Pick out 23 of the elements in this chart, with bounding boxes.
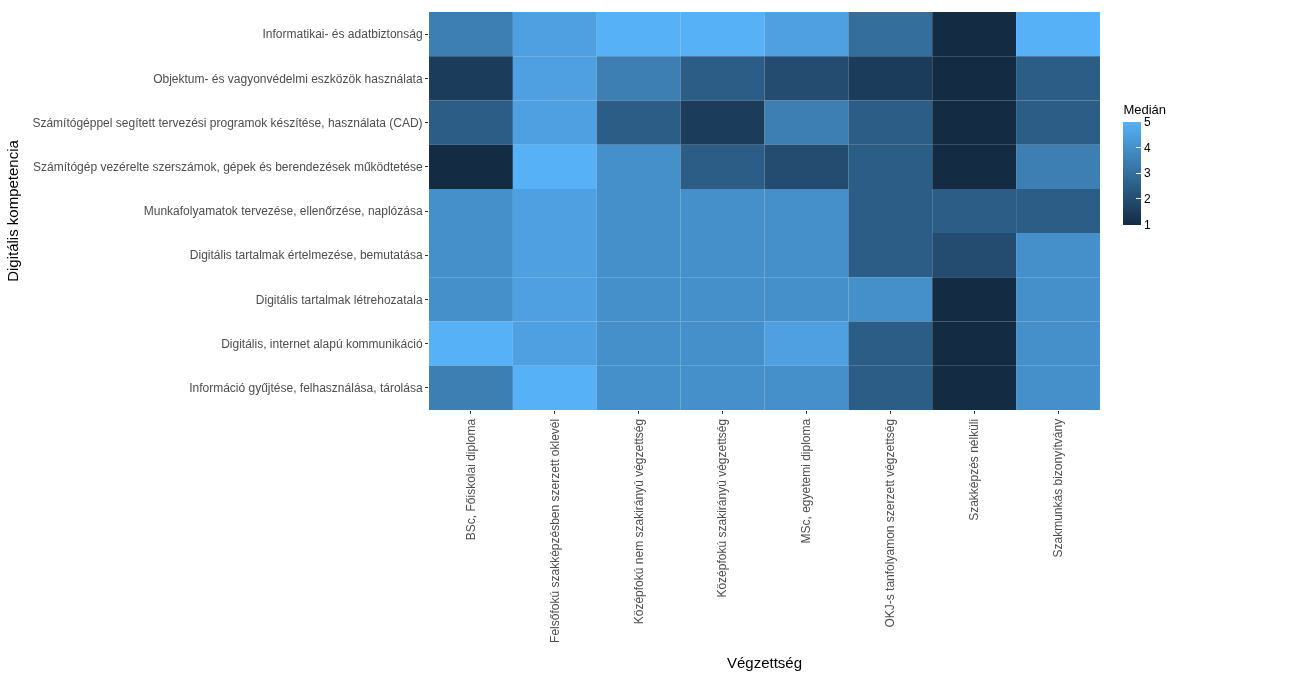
y-tick-label: Munkafolyamatok tervezése, ellenőrzése, naplózása [143,204,423,219]
x-tick-label: Középfokú szakirányú végzettség [715,418,730,598]
color-bar-label: 4 [1143,140,1151,155]
y-tick-label: Számítógéppel segített tervezési programok készítése, használata (CAD) [32,115,423,130]
y-tick-label: Objektum- és vagyonvédelmi eszközök használata [153,71,423,86]
y-tick-label: Informatikai- és adatbiztonság [262,27,423,42]
y-tick-label: Digitális tartalmak értelmezése, bemutatása [189,248,423,263]
x-tick-label: Szakmunkás bizonyítvány [1050,418,1065,558]
y-tick-label: Digitális, internet alapú kommunikáció [221,336,423,351]
y-tick-label: Információ gyűjtése, felhasználása, tárolása [189,381,423,396]
color-bar-label: 3 [1143,166,1151,181]
y-axis-title: Digitális kompetencia [3,139,21,282]
y-tick-label: Számítógép vezérelte szerszámok, gépek és berendezések működtetése [33,159,423,174]
color-bar-label: 2 [1143,192,1151,207]
x-tick-label: OKJ-s tanfolyamon szerzett végzettség [883,418,898,628]
x-tick-label: Szakképzés nélküli [967,418,982,521]
x-tick-label: Középfokú nem szakirányú végzettség [631,418,646,625]
x-tick-label: MSc, egyetemi diploma [799,418,814,544]
color-bar-label: 1 [1143,217,1151,232]
x-tick-label: BSc, Főiskolai diploma [463,418,478,541]
x-tick-label: Felsőfokú szakképzésben szerzett oklevél [547,418,562,643]
x-axis-title: Végzettség [726,653,803,671]
y-tick-label: Digitális tartalmak létrehozatala [255,292,423,307]
